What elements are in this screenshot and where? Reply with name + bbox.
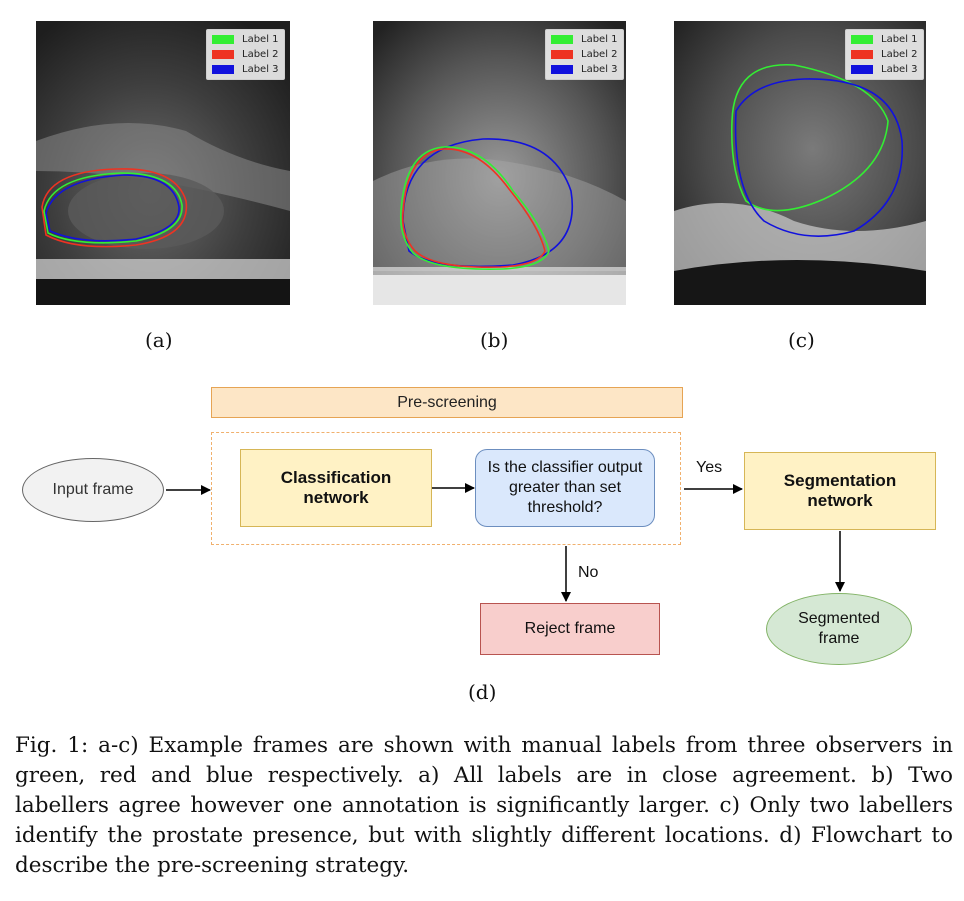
input-frame-node: Input frame bbox=[22, 458, 164, 522]
legend-b: Label 1 Label 2 Label 3 bbox=[545, 29, 624, 80]
legend-entry: Label 1 bbox=[212, 32, 279, 47]
legend-swatch-blue bbox=[212, 65, 234, 74]
figure-caption: Fig. 1: a-c) Example frames are shown wi… bbox=[15, 733, 953, 878]
legend-label: Label 1 bbox=[881, 34, 918, 45]
legend-entry: Label 1 bbox=[551, 32, 618, 47]
legend-swatch-blue bbox=[551, 65, 573, 74]
legend-entry: Label 2 bbox=[851, 47, 918, 62]
legend-label: Label 2 bbox=[881, 49, 918, 60]
subfigure-label-c: (c) bbox=[788, 328, 815, 352]
legend-label: Label 3 bbox=[581, 64, 618, 75]
segmentation-network-label: Segmentation network bbox=[783, 471, 897, 510]
legend-entry: Label 1 bbox=[851, 32, 918, 47]
legend-swatch-red bbox=[212, 50, 234, 59]
legend-label: Label 1 bbox=[581, 34, 618, 45]
legend-swatch-green bbox=[551, 35, 573, 44]
legend-swatch-blue bbox=[851, 65, 873, 74]
subfigure-label-d: (d) bbox=[468, 680, 497, 704]
subfigure-label-b: (b) bbox=[480, 328, 509, 352]
legend-label: Label 2 bbox=[581, 49, 618, 60]
legend-c: Label 1 Label 2 Label 3 bbox=[845, 29, 924, 80]
legend-swatch-green bbox=[212, 35, 234, 44]
ultrasound-panel-a: Label 1 Label 2 Label 3 bbox=[36, 21, 290, 305]
legend-label: Label 2 bbox=[242, 49, 279, 60]
legend-entry: Label 3 bbox=[551, 62, 618, 77]
legend-label: Label 3 bbox=[881, 64, 918, 75]
prescreening-region bbox=[211, 432, 681, 545]
legend-entry: Label 2 bbox=[551, 47, 618, 62]
legend-swatch-green bbox=[851, 35, 873, 44]
legend-a: Label 1 Label 2 Label 3 bbox=[206, 29, 285, 80]
threshold-decision-node: Is the classifier output greater than se… bbox=[475, 449, 655, 527]
classification-network-node: Classification network bbox=[240, 449, 432, 527]
legend-entry: Label 3 bbox=[212, 62, 279, 77]
ultrasound-panel-b: Label 1 Label 2 Label 3 bbox=[373, 21, 626, 305]
ultrasound-panel-c: Label 1 Label 2 Label 3 bbox=[674, 21, 926, 305]
edge-label-yes: Yes bbox=[696, 459, 723, 476]
legend-label: Label 3 bbox=[242, 64, 279, 75]
legend-swatch-red bbox=[851, 50, 873, 59]
subfigure-label-a: (a) bbox=[145, 328, 173, 352]
segmented-frame-label: Segmented frame bbox=[798, 610, 880, 647]
reject-frame-node: Reject frame bbox=[480, 603, 660, 655]
segmentation-network-node: Segmentation network bbox=[744, 452, 936, 530]
legend-entry: Label 3 bbox=[851, 62, 918, 77]
legend-label: Label 1 bbox=[242, 34, 279, 45]
segmented-frame-node: Segmented frame bbox=[766, 593, 912, 665]
classification-network-label: Classification network bbox=[280, 468, 392, 507]
legend-entry: Label 2 bbox=[212, 47, 279, 62]
edge-label-no: No bbox=[578, 564, 599, 581]
prescreening-banner: Pre-screening bbox=[211, 387, 683, 418]
legend-swatch-red bbox=[551, 50, 573, 59]
